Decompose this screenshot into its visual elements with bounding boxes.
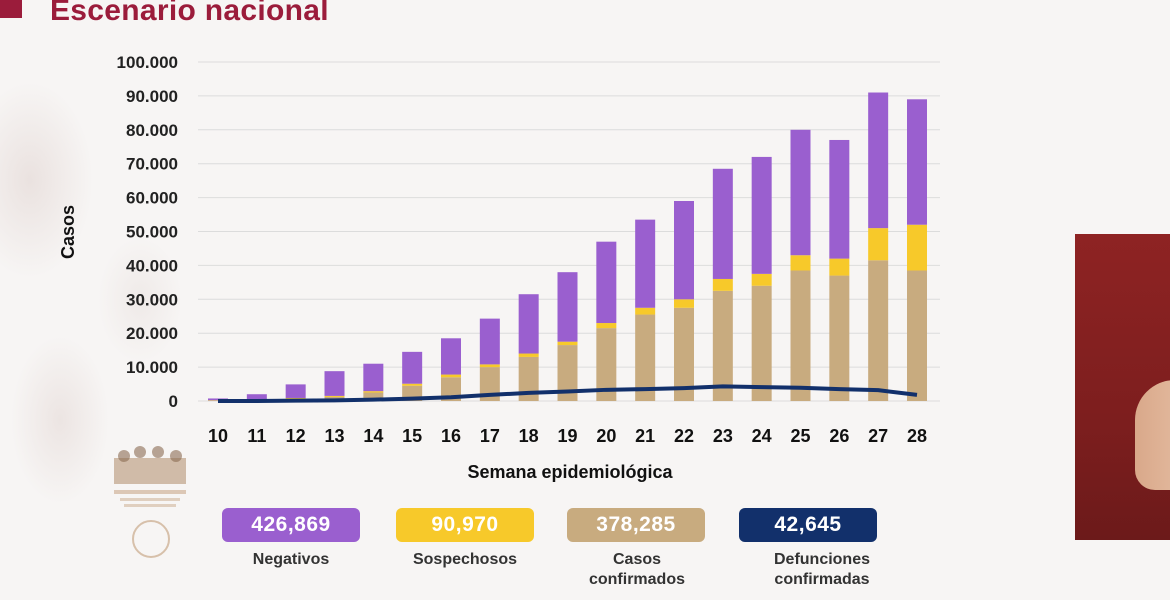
legend-negativos-value: 426,869 [222,508,360,542]
x-tick-label: 24 [752,426,772,446]
title-accent-mark [0,0,22,18]
y-tick-label: 10.000 [126,358,178,377]
legend-sospechosos-value: 90,970 [396,508,534,542]
legend-negativos-label: Negativos [252,551,330,568]
defunciones-series-line [218,384,918,403]
bar-negativos-25 [790,129,811,256]
bar-sospechosos-26 [829,258,850,276]
bar-casos-confirmados-20 [596,328,617,401]
bar-negativos-27 [868,92,889,229]
bar-sospechosos-12 [285,397,306,399]
x-tick-label: 22 [674,426,694,446]
x-tick-label: 23 [713,426,733,446]
x-tick-label: 17 [480,426,500,446]
bar-casos-confirmados-19 [557,345,578,401]
bar-casos-confirmados-25 [790,270,811,401]
x-tick-label: 27 [868,426,888,446]
bar-sospechosos-28 [907,224,927,271]
bar-sospechosos-19 [557,341,578,346]
bar-casos-confirmados-14 [363,392,384,401]
bar-sospechosos-25 [790,255,811,271]
bar-sospechosos-13 [324,395,345,397]
x-tick-label: 28 [907,426,927,446]
defunciones-line [218,384,918,403]
bar-negativos-20 [596,241,617,324]
bar-casos-confirmados-26 [829,275,850,401]
y-tick-label: 100.000 [117,53,178,72]
bar-negativos-12 [285,384,306,398]
bar-negativos-11 [246,394,267,400]
bar-casos-confirmados-18 [518,356,539,401]
x-tick-label: 12 [286,426,306,446]
x-tick-label: 18 [519,426,539,446]
bar-negativos-17 [479,318,500,365]
bar-negativos-22 [674,200,694,300]
legend-confirmados-label: Casos confirmados [588,551,685,588]
bar-negativos-16 [441,338,461,375]
bar-negativos-15 [402,351,423,384]
x-tick-label: 21 [635,426,655,446]
x-tick-label: 11 [247,426,266,446]
y-tick-label: 60.000 [126,189,178,208]
bar-negativos-18 [518,294,539,354]
bar-casos-confirmados-21 [635,314,656,401]
bar-negativos-26 [829,139,850,259]
bar-casos-confirmados-28 [907,270,927,401]
mexico-seal-icon [132,520,170,558]
y-tick-label: 30.000 [126,290,178,309]
x-tick-label: 16 [441,426,461,446]
bar-sospechosos-27 [868,228,889,261]
bar-negativos-19 [557,272,578,342]
bar-sospechosos-21 [635,307,656,315]
y-tick-label: 70.000 [126,155,178,174]
bar-casos-confirmados-17 [479,367,500,401]
legend-sospechosos-label: Sospechosos [412,551,518,568]
y-tick-label: 50.000 [126,223,178,242]
x-tick-label: 13 [324,426,344,446]
bar-sospechosos-14 [363,391,384,393]
bar-negativos-14 [363,363,384,392]
x-axis-label: Semana epidemiológica [467,462,673,482]
x-tick-label: 10 [208,426,228,446]
y-tick-label: 20.000 [126,324,178,343]
bar-sospechosos-24 [751,273,772,286]
bar-sospechosos-15 [402,383,423,386]
x-axis-ticks: 10 11 12 13 14 15 16 17 18 19 20 21 22 23 24 25 26 27 28 [208,426,927,446]
x-tick-label: 14 [363,426,383,446]
bar-negativos-28 [907,99,927,225]
y-axis-label: Casos [58,205,78,259]
x-tick-label: 15 [402,426,422,446]
bars [208,92,927,401]
legend-confirmados-value: 378,285 [567,508,705,542]
bar-negativos-13 [324,371,345,396]
bar-casos-confirmados-23 [712,290,733,401]
bar-sospechosos-22 [674,299,694,308]
y-axis-ticks: 0 10.000 20.000 30.000 40.000 50.000 60.000 70.… [117,53,178,411]
x-tick-label: 26 [829,426,849,446]
interpreter-figure [1135,380,1170,490]
y-tick-label: 80.000 [126,121,178,140]
legend-defunciones-label: Defunciones confirmadas [773,551,870,588]
bar-casos-confirmados-27 [868,260,889,401]
y-tick-label: 90.000 [126,87,178,106]
legend-defunciones-value: 42,645 [739,508,877,542]
y-tick-label: 0 [169,392,178,411]
y-tick-label: 40.000 [126,256,178,275]
x-tick-label: 25 [790,426,810,446]
bar-sospechosos-17 [479,364,500,368]
bar-sospechosos-18 [518,353,539,357]
x-tick-label: 20 [596,426,616,446]
bar-sospechosos-16 [441,374,461,378]
bar-casos-confirmados-24 [751,285,772,401]
x-tick-label: 19 [557,426,577,446]
bar-negativos-23 [712,168,733,279]
bar-negativos-21 [635,219,656,308]
bar-sospechosos-23 [712,278,733,291]
government-logo [114,446,186,507]
bar-negativos-24 [751,156,772,274]
bar-sospechosos-20 [596,323,617,329]
bar-casos-confirmados-22 [674,307,694,401]
page-title: Escenario nacional [50,0,329,27]
